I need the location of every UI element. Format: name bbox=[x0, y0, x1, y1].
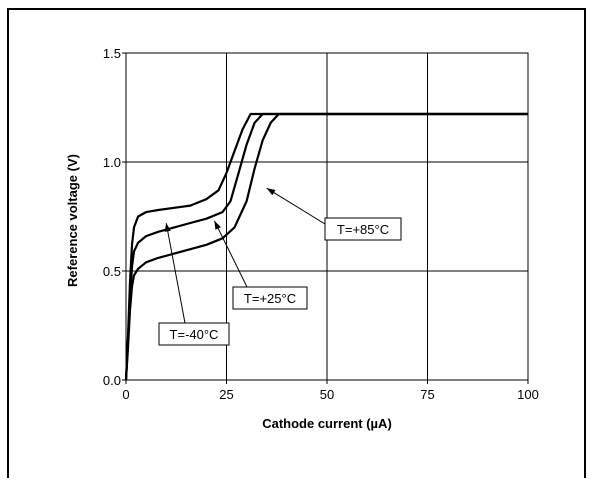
annotation-label: T=+85°C bbox=[337, 222, 389, 237]
x-tick-label: 0 bbox=[122, 387, 129, 402]
y-tick-label: 0.0 bbox=[103, 373, 121, 388]
annotation-leader bbox=[213, 220, 248, 288]
y-tick-label: 1.5 bbox=[103, 46, 121, 61]
annotation-arrowhead bbox=[266, 188, 276, 196]
y-tick-label: 0.5 bbox=[103, 264, 121, 279]
annotation-arrowhead bbox=[214, 220, 221, 230]
y-axis-title: Reference voltage (V) bbox=[65, 154, 80, 287]
tick-labels: 0 25 50 75 100 0.0 0.5 1.0 1.5 bbox=[103, 46, 539, 402]
x-tick-label: 75 bbox=[420, 387, 434, 402]
annotation-arrowhead bbox=[164, 223, 171, 232]
series-group bbox=[124, 112, 528, 381]
x-tick-label: 100 bbox=[517, 387, 539, 402]
y-tick-label: 1.0 bbox=[103, 155, 121, 170]
figure-frame bbox=[7, 8, 586, 478]
annotations: T=-40°C T=+25°C T=+85°C bbox=[158, 187, 402, 346]
annotation-label: T=+25°C bbox=[244, 291, 296, 306]
annotation-label: T=-40°C bbox=[170, 327, 219, 342]
annotation-box bbox=[232, 286, 308, 310]
x-axis-title: Cathode current (µA) bbox=[262, 416, 392, 431]
plot-border bbox=[125, 52, 529, 381]
annotation-box bbox=[158, 322, 230, 346]
x-tick-label: 50 bbox=[320, 387, 334, 402]
annotation-box bbox=[324, 217, 402, 241]
series-line-3 bbox=[124, 112, 528, 381]
annotation-leader bbox=[165, 222, 186, 324]
x-tick-label: 25 bbox=[219, 387, 233, 402]
annotation-leader bbox=[266, 187, 326, 225]
